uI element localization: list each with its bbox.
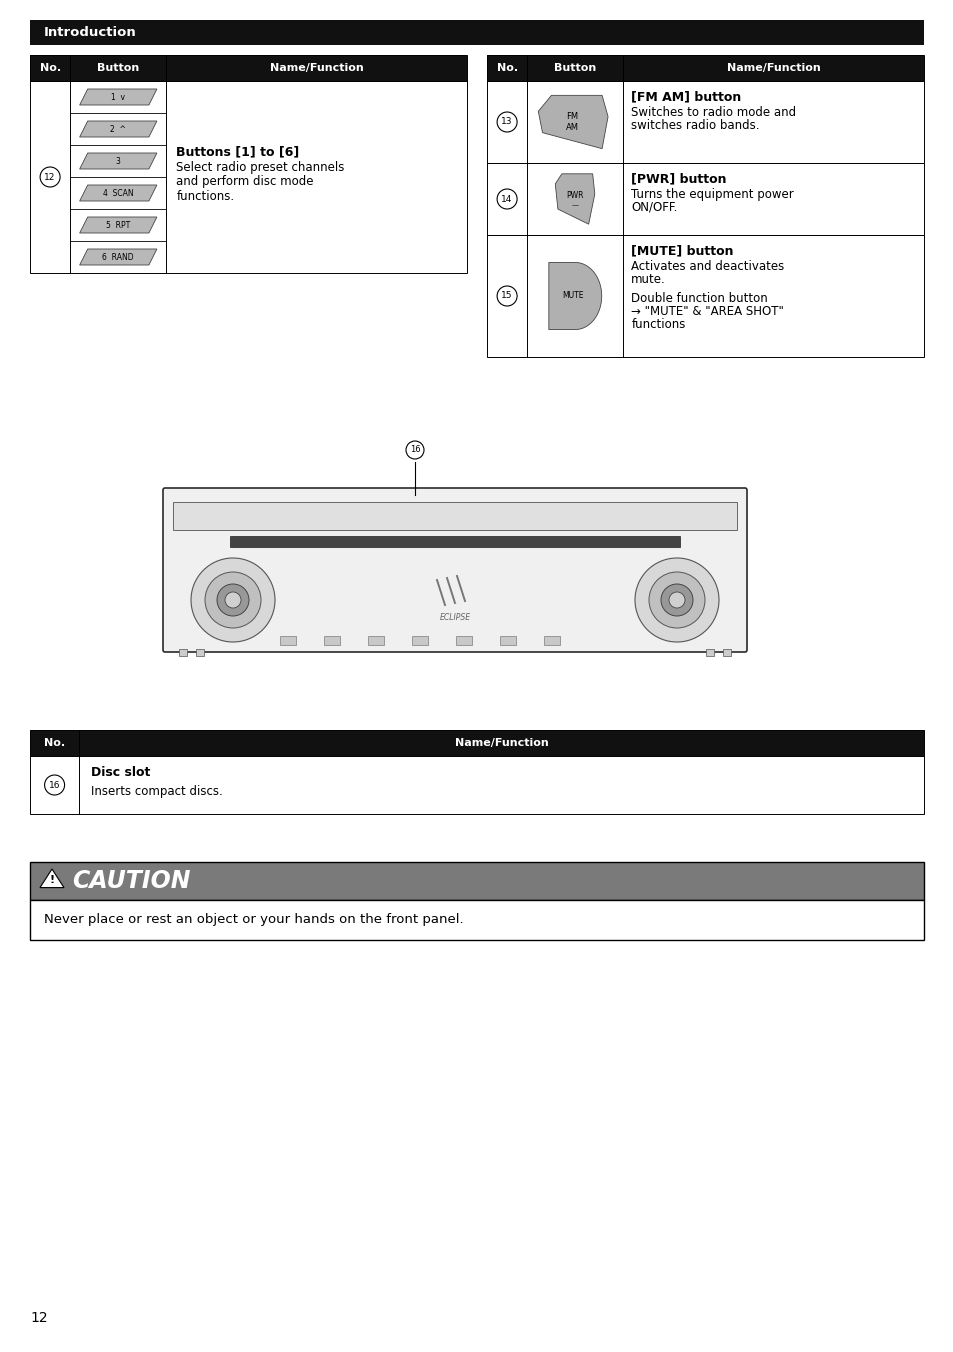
Bar xyxy=(486,81,923,164)
Text: Buttons [1] to [6]: Buttons [1] to [6] xyxy=(176,146,299,158)
Text: 6  RAND: 6 RAND xyxy=(102,253,134,261)
FancyBboxPatch shape xyxy=(163,488,746,652)
Text: ON/OFF.: ON/OFF. xyxy=(631,201,677,214)
Polygon shape xyxy=(80,120,156,137)
Text: Button: Button xyxy=(554,64,596,73)
Text: 2  ^: 2 ^ xyxy=(111,124,126,134)
Text: Inserts compact discs.: Inserts compact discs. xyxy=(91,784,223,798)
Circle shape xyxy=(205,572,261,627)
Text: switches radio bands.: switches radio bands. xyxy=(631,119,759,132)
Text: Disc slot: Disc slot xyxy=(91,765,151,779)
Bar xyxy=(179,649,187,656)
Polygon shape xyxy=(537,96,607,149)
Bar xyxy=(172,502,737,530)
Text: ECLIPSE: ECLIPSE xyxy=(439,614,470,622)
Bar xyxy=(30,730,923,756)
Bar xyxy=(456,635,472,645)
Circle shape xyxy=(635,558,719,642)
Text: 12: 12 xyxy=(30,1311,48,1325)
Text: Switches to radio mode and: Switches to radio mode and xyxy=(631,105,796,119)
Text: No.: No. xyxy=(496,64,517,73)
Text: [MUTE] button: [MUTE] button xyxy=(631,243,733,257)
Polygon shape xyxy=(555,174,594,224)
Text: mute.: mute. xyxy=(631,273,665,287)
Polygon shape xyxy=(548,262,601,330)
Text: 12: 12 xyxy=(45,173,55,181)
Bar xyxy=(705,649,713,656)
Bar xyxy=(543,635,559,645)
Text: 4  SCAN: 4 SCAN xyxy=(103,188,133,197)
Polygon shape xyxy=(80,89,156,105)
Bar xyxy=(30,55,467,81)
Text: No.: No. xyxy=(39,64,61,73)
Text: Never place or rest an object or your hands on the front panel.: Never place or rest an object or your ha… xyxy=(44,914,463,926)
Text: functions: functions xyxy=(631,318,685,331)
Bar xyxy=(30,81,467,273)
Bar xyxy=(30,20,923,45)
Bar xyxy=(486,55,923,81)
Text: Select radio preset channels: Select radio preset channels xyxy=(176,161,344,174)
Text: CAUTION: CAUTION xyxy=(71,869,191,894)
Bar xyxy=(30,900,923,940)
Text: 16: 16 xyxy=(409,446,420,454)
Polygon shape xyxy=(80,218,156,233)
Bar xyxy=(412,635,428,645)
Circle shape xyxy=(216,584,249,617)
Text: Button: Button xyxy=(97,64,139,73)
Circle shape xyxy=(648,572,704,627)
Text: 3: 3 xyxy=(115,157,121,165)
Text: Activates and deactivates: Activates and deactivates xyxy=(631,260,783,273)
Bar xyxy=(30,863,923,900)
Text: 16: 16 xyxy=(49,780,60,790)
Bar xyxy=(486,235,923,357)
Text: Name/Function: Name/Function xyxy=(726,64,820,73)
Bar xyxy=(368,635,384,645)
Text: Turns the equipment power: Turns the equipment power xyxy=(631,188,793,201)
Text: Double function button: Double function button xyxy=(631,292,767,306)
Circle shape xyxy=(668,592,684,608)
Text: FM
AM: FM AM xyxy=(565,112,578,131)
Text: Introduction: Introduction xyxy=(44,26,136,39)
Bar xyxy=(499,635,516,645)
Text: 1  v: 1 v xyxy=(112,92,125,101)
Text: 13: 13 xyxy=(501,118,513,127)
Text: 14: 14 xyxy=(501,195,513,204)
Text: No.: No. xyxy=(44,738,65,748)
Text: Name/Function: Name/Function xyxy=(270,64,363,73)
Bar xyxy=(324,635,339,645)
Text: functions.: functions. xyxy=(176,189,234,203)
Polygon shape xyxy=(80,153,156,169)
Text: —: — xyxy=(571,201,578,208)
Circle shape xyxy=(191,558,274,642)
Text: MUTE: MUTE xyxy=(561,292,583,300)
Text: 5  RPT: 5 RPT xyxy=(106,220,131,230)
Text: 15: 15 xyxy=(501,292,513,300)
Text: Name/Function: Name/Function xyxy=(455,738,548,748)
Polygon shape xyxy=(80,249,156,265)
Circle shape xyxy=(660,584,692,617)
Bar xyxy=(486,55,923,81)
Bar xyxy=(30,55,467,81)
Text: → "MUTE" & "AREA SHOT": → "MUTE" & "AREA SHOT" xyxy=(631,306,783,318)
Text: and perform disc mode: and perform disc mode xyxy=(176,176,314,188)
Text: [FM AM] button: [FM AM] button xyxy=(631,91,740,103)
Text: !: ! xyxy=(50,875,54,886)
Bar xyxy=(30,756,923,814)
Circle shape xyxy=(225,592,241,608)
Text: PWR: PWR xyxy=(566,191,583,200)
Bar xyxy=(486,164,923,235)
Bar xyxy=(195,649,204,656)
Bar xyxy=(230,535,679,548)
Polygon shape xyxy=(80,185,156,201)
Text: [PWR] button: [PWR] button xyxy=(631,172,726,185)
Polygon shape xyxy=(40,869,64,888)
Bar xyxy=(280,635,295,645)
Bar xyxy=(722,649,730,656)
